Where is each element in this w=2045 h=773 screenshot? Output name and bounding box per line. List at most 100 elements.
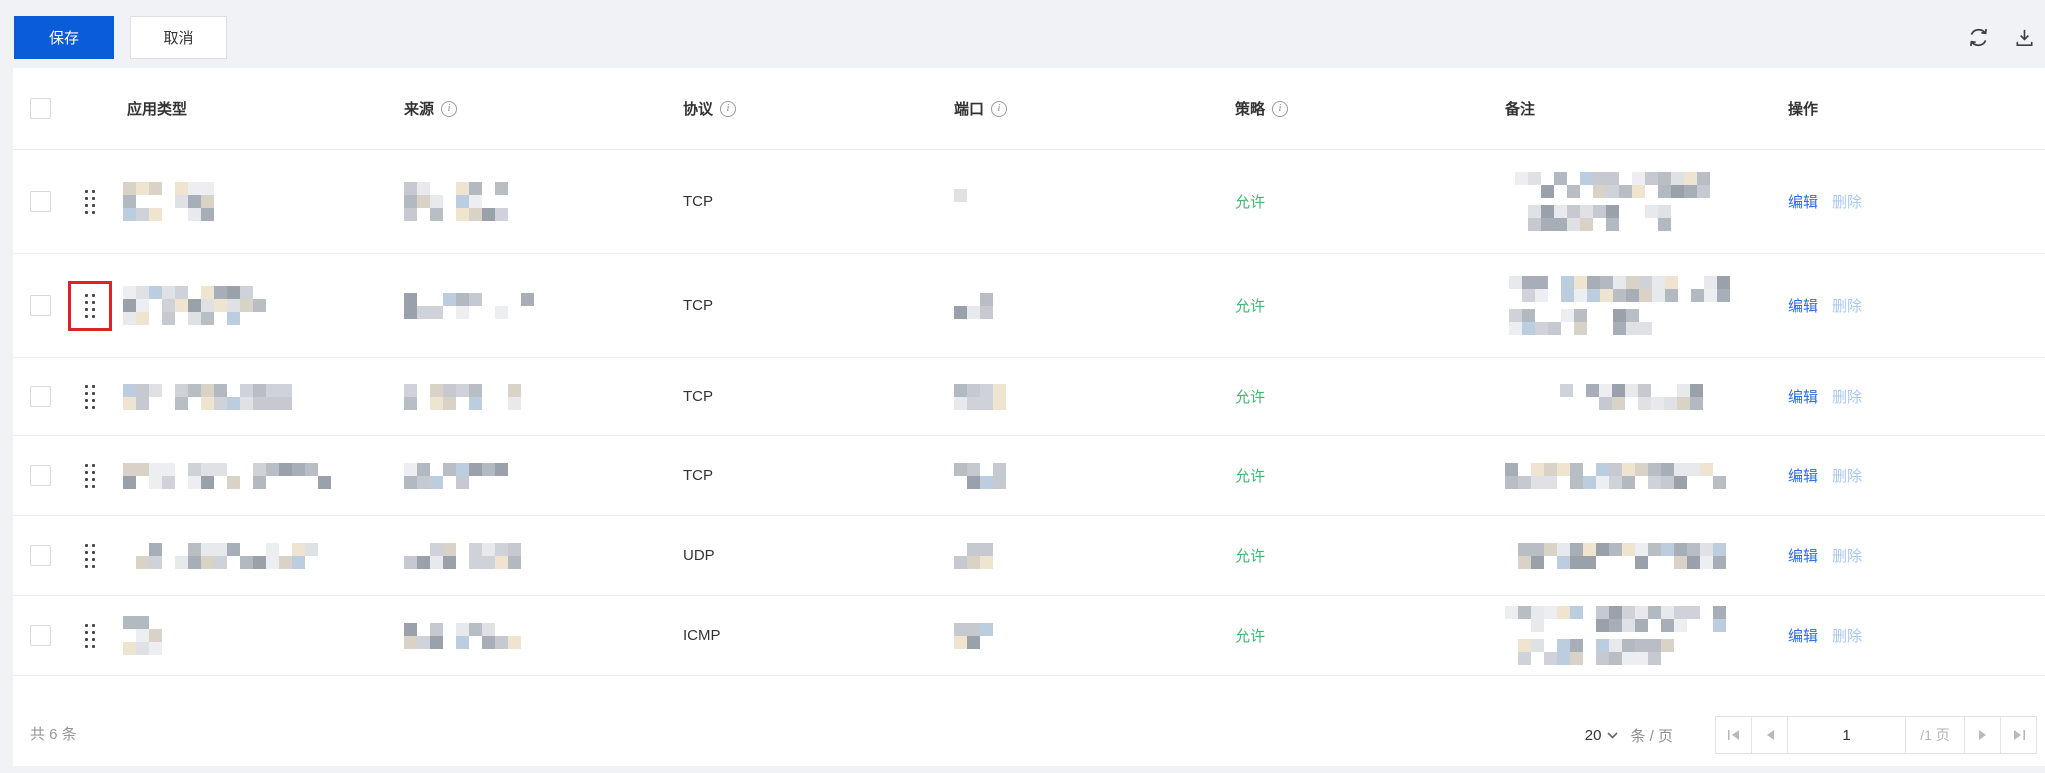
info-icon[interactable]: i: [441, 100, 458, 117]
edit-link[interactable]: 编辑: [1788, 628, 1819, 645]
remark-censored: [1505, 606, 1726, 632]
policy-value: 允许: [1235, 628, 1266, 645]
column-header-protocol: 协议: [683, 101, 714, 118]
drag-handle-highlight-box: [68, 372, 112, 422]
column-header-source: 来源: [404, 101, 435, 118]
policy-value: 允许: [1235, 548, 1266, 565]
port-censored: [954, 383, 1006, 410]
drag-handle-highlight-box: [68, 611, 112, 661]
apptype-censored: [123, 616, 162, 655]
pagination-bar: 共 6 条 20 条 / 页 1 /1 页: [13, 676, 2045, 766]
remark-censored-block: [1509, 276, 1730, 335]
select-all-checkbox[interactable]: [30, 98, 51, 119]
apptype-censored: [123, 462, 331, 489]
toolbar: 保存 取消: [0, 0, 2045, 68]
policy-value: 允许: [1235, 468, 1266, 485]
remark-censored-block: [1560, 383, 1703, 410]
row-checkbox[interactable]: [30, 545, 51, 566]
cancel-button[interactable]: 取消: [130, 16, 227, 59]
source-censored: [404, 292, 534, 319]
first-page-button[interactable]: [1715, 716, 1752, 754]
download-icon[interactable]: [2011, 24, 2037, 50]
source-censored: [404, 622, 521, 649]
delete-link[interactable]: 删除: [1832, 548, 1863, 565]
next-page-icon: [1978, 730, 1986, 740]
port-censored: [954, 622, 993, 649]
remark-censored: [1509, 276, 1730, 302]
page-number-input[interactable]: 1: [1787, 716, 1906, 754]
row-checkbox[interactable]: [30, 191, 51, 212]
remark-censored: [1515, 205, 1671, 231]
next-page-button[interactable]: [1964, 716, 2001, 754]
protocol-value: TCP: [683, 388, 713, 405]
source-censored: [404, 462, 508, 489]
last-page-button[interactable]: [2000, 716, 2037, 754]
remark-censored: [1505, 639, 1674, 665]
drag-handle-icon[interactable]: [83, 187, 97, 216]
port-censored: [954, 542, 993, 569]
column-header-port: 端口: [954, 101, 985, 118]
port-censored: [954, 188, 980, 215]
toolbar-icons: [1965, 24, 2037, 50]
apptype-censored: [123, 383, 292, 410]
table-row: TCP 允许 编辑 删除: [13, 436, 2045, 516]
table-row: TCP 允许 编辑 删除: [13, 150, 2045, 254]
remark-censored-block: [1505, 542, 1726, 569]
page-size-value: 20: [1584, 726, 1602, 744]
pager: 1 /1 页: [1715, 716, 2037, 754]
remark-censored-block: [1505, 462, 1739, 489]
info-icon[interactable]: i: [991, 100, 1008, 117]
remark-censored-block: [1505, 606, 1726, 665]
row-checkbox[interactable]: [30, 295, 51, 316]
drag-handle-icon[interactable]: [83, 621, 97, 650]
protocol-value: TCP: [683, 467, 713, 484]
chevron-down-icon: [1607, 731, 1619, 739]
drag-handle-icon[interactable]: [83, 541, 97, 570]
total-count: 共 6 条: [30, 726, 77, 743]
column-header-remark: 备注: [1505, 101, 1536, 118]
drag-handle-icon[interactable]: [83, 291, 97, 320]
table-row: TCP 允许 编辑 删除: [13, 254, 2045, 358]
drag-handle-highlight-box: [68, 280, 112, 331]
row-checkbox[interactable]: [30, 386, 51, 407]
row-checkbox[interactable]: [30, 625, 51, 646]
last-page-icon: [2013, 730, 2025, 740]
refresh-icon[interactable]: [1965, 24, 1991, 50]
drag-handle-highlight-box: [68, 177, 112, 227]
row-checkbox[interactable]: [30, 465, 51, 486]
drag-handle-icon[interactable]: [83, 382, 97, 411]
table-card: 应用类型i 来源i 协议i 端口i 策略i 备注i 操作i TCP 允许 编辑 …: [13, 68, 2045, 766]
remark-censored: [1505, 542, 1726, 569]
protocol-value: TCP: [683, 193, 713, 210]
delete-link[interactable]: 删除: [1832, 468, 1863, 485]
prev-page-icon: [1766, 730, 1774, 740]
apptype-censored: [123, 286, 266, 325]
save-button[interactable]: 保存: [14, 16, 114, 59]
edit-link[interactable]: 编辑: [1788, 468, 1819, 485]
source-censored: [404, 383, 521, 410]
info-icon[interactable]: i: [1272, 100, 1289, 117]
page-size-select[interactable]: 20 条 / 页: [1585, 725, 1673, 746]
prev-page-button[interactable]: [1751, 716, 1788, 754]
delete-link[interactable]: 删除: [1832, 628, 1863, 645]
first-page-icon: [1727, 730, 1739, 740]
delete-link[interactable]: 删除: [1832, 194, 1863, 211]
policy-value: 允许: [1235, 194, 1266, 211]
remark-censored: [1509, 309, 1652, 335]
delete-link[interactable]: 删除: [1832, 389, 1863, 406]
edit-link[interactable]: 编辑: [1788, 194, 1819, 211]
info-icon[interactable]: i: [720, 100, 737, 117]
edit-link[interactable]: 编辑: [1788, 548, 1819, 565]
edit-link[interactable]: 编辑: [1788, 298, 1819, 315]
source-censored: [404, 542, 521, 569]
delete-link[interactable]: 删除: [1832, 298, 1863, 315]
edit-link[interactable]: 编辑: [1788, 389, 1819, 406]
column-header-policy: 策略: [1235, 101, 1266, 118]
page-total-label: /1 页: [1905, 716, 1965, 754]
table-header: 应用类型i 来源i 协议i 端口i 策略i 备注i 操作i: [13, 68, 2045, 150]
drag-handle-highlight-box: [68, 531, 112, 581]
drag-handle-icon[interactable]: [83, 461, 97, 490]
protocol-value: TCP: [683, 297, 713, 314]
source-censored: [404, 182, 508, 221]
protocol-value: ICMP: [683, 627, 721, 644]
